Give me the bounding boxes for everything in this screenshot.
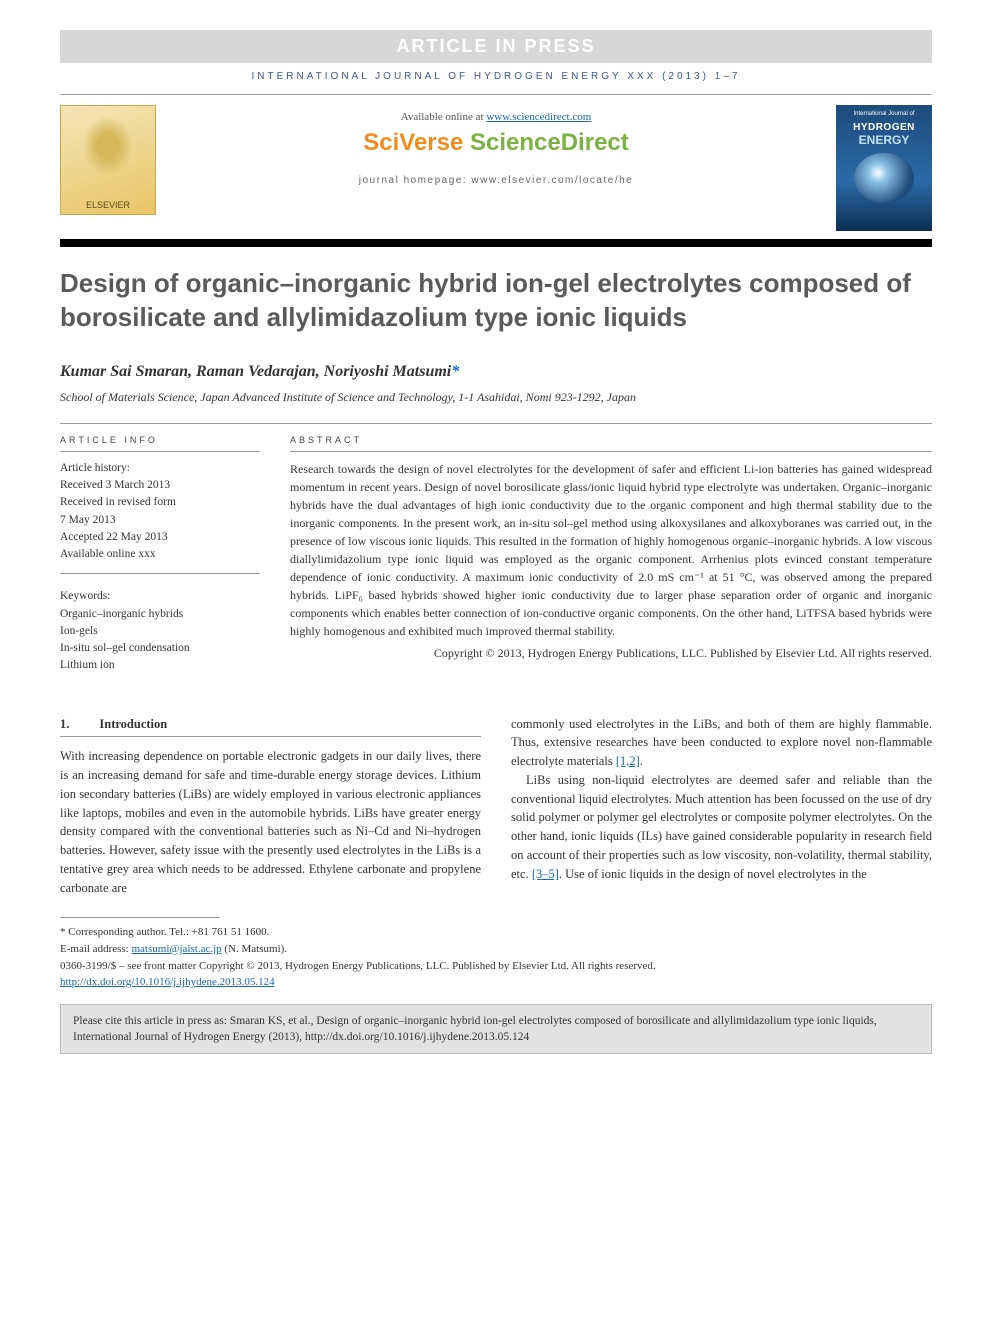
intro-paragraph-1: With increasing dependence on portable e… — [60, 747, 481, 897]
front-matter-copyright: 0360-3199/$ – see front matter Copyright… — [60, 959, 932, 974]
revised-line1: Received in revised form — [60, 494, 260, 511]
abstract-copyright: Copyright © 2013, Hydrogen Energy Public… — [290, 644, 932, 662]
article-info-label: ARTICLE INFO — [60, 434, 260, 452]
homepage-url: www.elsevier.com/locate/he — [471, 175, 633, 186]
keywords-block: Keywords: Organic–inorganic hybrids Ion-… — [60, 588, 260, 674]
keyword-4: Lithium ion — [60, 657, 260, 674]
right-column: commonly used electrolytes in the LiBs, … — [511, 715, 932, 898]
intro-heading: 1. Introduction — [60, 715, 481, 738]
keyword-3: In-situ sol–gel condensation — [60, 640, 260, 657]
p2-text-b: . — [640, 754, 643, 768]
footnote-separator — [60, 917, 220, 918]
sciverse-logo: SciVerse ScienceDirect — [166, 129, 826, 157]
cover-graphic — [854, 153, 914, 203]
keywords-label: Keywords: — [60, 588, 260, 605]
info-abstract-row: ARTICLE INFO Article history: Received 3… — [60, 423, 932, 674]
section-number: 1. — [60, 715, 69, 734]
doi-block: 0360-3199/$ – see front matter Copyright… — [60, 959, 932, 990]
cover-energy: ENERGY — [842, 133, 926, 147]
left-column: 1. Introduction With increasing dependen… — [60, 715, 481, 898]
header-center: Available online at www.sciencedirect.co… — [156, 105, 836, 231]
elsevier-logo: ELSEVIER — [60, 105, 156, 215]
author-list: Kumar Sai Smaran, Raman Vedarajan, Noriy… — [60, 363, 932, 381]
article-title: Design of organic–inorganic hybrid ion-g… — [60, 267, 932, 335]
sciverse-word1: SciVerse — [363, 129, 470, 156]
keyword-2: Ion-gels — [60, 623, 260, 640]
author-names: Kumar Sai Smaran, Raman Vedarajan, Noriy… — [60, 363, 451, 380]
journal-cover: International Journal of HYDROGEN ENERGY — [836, 105, 932, 231]
keyword-1: Organic–inorganic hybrids — [60, 606, 260, 623]
cover-hydrogen: HYDROGEN — [842, 122, 926, 133]
cite-box: Please cite this article in press as: Sm… — [60, 1004, 932, 1054]
email-name: (N. Matsumi). — [222, 943, 287, 955]
p2-text-a: commonly used electrolytes in the LiBs, … — [511, 717, 932, 769]
homepage-label: journal homepage: — [359, 175, 472, 186]
affiliation: School of Materials Science, Japan Advan… — [60, 389, 932, 406]
cover-small-title: International Journal of — [842, 111, 926, 118]
history-label: Article history: — [60, 460, 260, 477]
journal-running-header: INTERNATIONAL JOURNAL OF HYDROGEN ENERGY… — [60, 71, 932, 82]
black-divider-bar — [60, 239, 932, 247]
article-info-column: ARTICLE INFO Article history: Received 3… — [60, 434, 260, 674]
ref-link-1-2[interactable]: [1,2] — [616, 754, 640, 768]
sciencedirect-link[interactable]: www.sciencedirect.com — [486, 111, 591, 123]
abstract-column: ABSTRACT Research towards the design of … — [290, 434, 932, 674]
p3-text-b: . Use of ionic liquids in the design of … — [559, 867, 867, 881]
ref-link-3-5[interactable]: [3–5] — [532, 867, 559, 881]
accepted-date: Accepted 22 May 2013 — [60, 529, 260, 546]
section-title: Introduction — [99, 715, 167, 734]
received-date: Received 3 March 2013 — [60, 477, 260, 494]
p3-text-a: LiBs using non-liquid electrolytes are d… — [511, 773, 932, 881]
intro-paragraph-3: LiBs using non-liquid electrolytes are d… — [511, 771, 932, 884]
online-date: Available online xxx — [60, 546, 260, 563]
doi-link[interactable]: http://dx.doi.org/10.1016/j.ijhydene.201… — [60, 976, 275, 988]
abstract-text: Research towards the design of novel ele… — [290, 460, 932, 640]
elsevier-label: ELSEVIER — [86, 200, 130, 210]
email-line: E-mail address: matsumi@jaist.ac.jp (N. … — [60, 941, 932, 958]
journal-homepage: journal homepage: www.elsevier.com/locat… — [166, 175, 826, 186]
history-block: Article history: Received 3 March 2013 R… — [60, 460, 260, 575]
revised-line2: 7 May 2013 — [60, 512, 260, 529]
sciverse-word2: ScienceDirect — [470, 129, 629, 156]
corresponding-mark: * — [451, 363, 459, 380]
body-columns: 1. Introduction With increasing dependen… — [60, 715, 932, 898]
abstract-label: ABSTRACT — [290, 434, 932, 452]
intro-paragraph-2: commonly used electrolytes in the LiBs, … — [511, 715, 932, 771]
footnotes: * Corresponding author. Tel.: +81 761 51… — [60, 924, 932, 957]
corresponding-author: * Corresponding author. Tel.: +81 761 51… — [60, 924, 932, 941]
email-label: E-mail address: — [60, 943, 131, 955]
in-press-banner: ARTICLE IN PRESS — [60, 30, 932, 63]
available-text: Available online at — [401, 111, 487, 123]
available-online: Available online at www.sciencedirect.co… — [166, 111, 826, 123]
header-box: ELSEVIER Available online at www.science… — [60, 94, 932, 231]
email-link[interactable]: matsumi@jaist.ac.jp — [131, 943, 221, 955]
